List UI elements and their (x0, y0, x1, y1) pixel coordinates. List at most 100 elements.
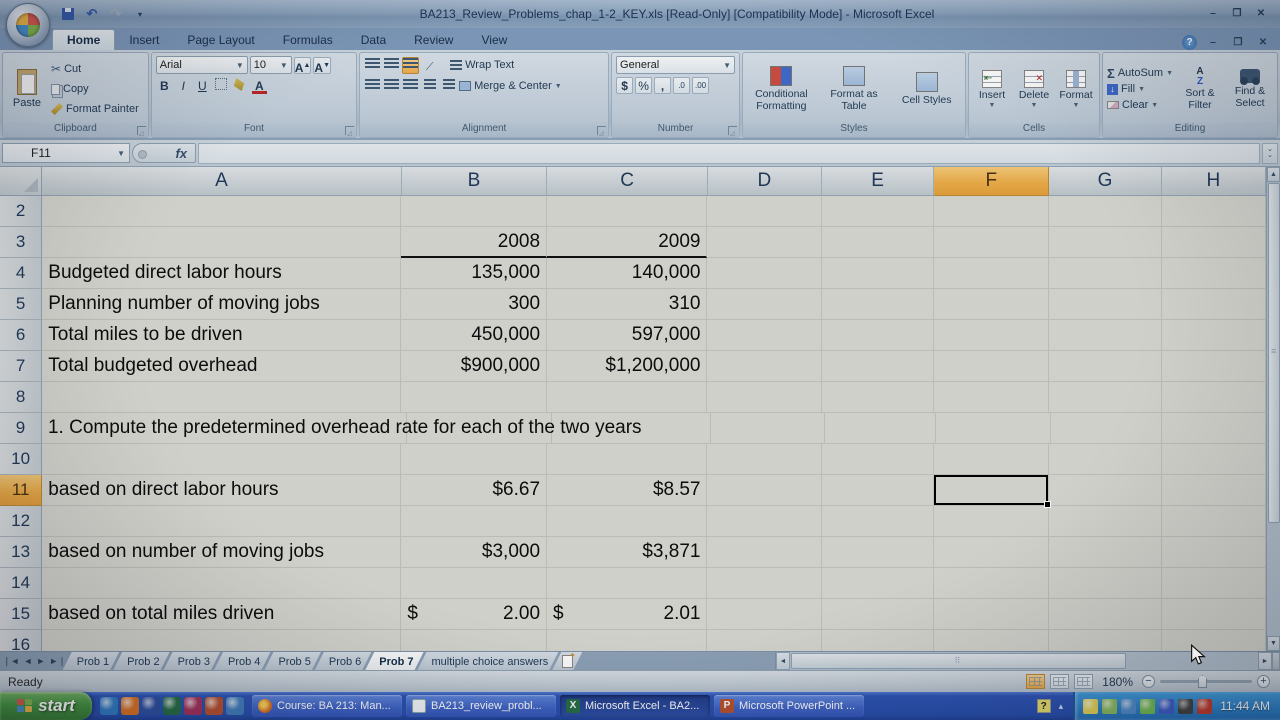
find-select-button[interactable]: Find & Select (1227, 56, 1273, 122)
increase-decimal-button[interactable]: .0 (673, 77, 691, 94)
cell-B6[interactable]: 450,000 (401, 320, 548, 351)
cell-C16[interactable] (547, 630, 708, 651)
fill-button[interactable]: ↓ Fill ▼ (1107, 82, 1173, 97)
tab-formulas[interactable]: Formulas (282, 33, 333, 47)
cell-E11[interactable] (821, 475, 935, 506)
tray-app-5-icon[interactable] (1159, 698, 1175, 714)
cell-A16[interactable] (42, 630, 402, 651)
scroll-up-arrow-icon[interactable]: ▲ (1267, 167, 1280, 182)
cell-C4[interactable]: 140,000 (547, 258, 708, 289)
taskbar-button-microsoft-powerpoint[interactable]: Microsoft PowerPoint ... (714, 695, 864, 717)
tab-view[interactable]: View (481, 33, 508, 47)
delete-cells-button[interactable]: Delete▼ (1015, 56, 1053, 122)
cell-F16[interactable] (934, 630, 1050, 651)
cell-G7[interactable] (1049, 351, 1162, 382)
cell-E15[interactable] (821, 599, 935, 630)
cell-F7[interactable] (934, 351, 1050, 382)
cell-E13[interactable] (821, 537, 935, 568)
cell-F2[interactable] (934, 196, 1050, 227)
scroll-right-arrow-icon[interactable]: ► (1258, 652, 1272, 670)
row-header-7[interactable]: 7 (0, 351, 43, 382)
row-header-6[interactable]: 6 (0, 320, 43, 351)
restore-button[interactable]: ❐ (1232, 8, 1242, 19)
column-header-g[interactable]: G (1049, 167, 1162, 196)
row-header-13[interactable]: 13 (0, 537, 43, 568)
cell-D4[interactable] (707, 258, 822, 289)
cell-H14[interactable] (1161, 568, 1266, 599)
cell-G5[interactable] (1049, 289, 1162, 320)
cell-A10[interactable] (42, 444, 402, 475)
sheet-tab-prob-2[interactable]: Prob 2 (113, 652, 169, 670)
font-color-button[interactable]: A (251, 77, 268, 94)
row-header-15[interactable]: 15 (0, 599, 43, 630)
copy-button[interactable]: Copy (51, 80, 139, 98)
cell-G13[interactable] (1049, 537, 1162, 568)
tray-app-4-icon[interactable] (1140, 698, 1156, 714)
cell-F6[interactable] (934, 320, 1050, 351)
workbook-minimize-button[interactable]: – (1210, 36, 1216, 48)
cell-A9[interactable]: 1. Compute the predetermined overhead ra… (41, 413, 642, 444)
insert-cells-button[interactable]: Insert▼ (973, 56, 1011, 122)
undo-button[interactable]: ↶ (82, 5, 102, 23)
row-header-3[interactable]: 3 (0, 227, 43, 258)
cell-B16[interactable] (401, 630, 548, 651)
top-align-button[interactable] (364, 57, 381, 74)
cell-C5[interactable]: 310 (547, 289, 708, 320)
cell-C7[interactable]: $1,200,000 (547, 351, 708, 382)
cell-H5[interactable] (1161, 289, 1266, 320)
zoom-out-button[interactable]: − (1142, 675, 1155, 688)
page-break-view-button[interactable] (1074, 674, 1094, 689)
align-center-button[interactable] (383, 78, 400, 95)
fill-color-button[interactable] (232, 77, 249, 94)
cell-D11[interactable] (707, 475, 822, 506)
cell-E3[interactable] (821, 227, 935, 258)
decrease-indent-button[interactable] (421, 78, 438, 95)
tray-app-2-icon[interactable] (1102, 698, 1118, 714)
increase-indent-button[interactable] (440, 78, 457, 95)
cell-A4[interactable]: Budgeted direct labor hours (42, 258, 402, 289)
alignment-dialog-launcher[interactable] (597, 126, 607, 141)
taskbar-button-course-ba-213-man[interactable]: Course: BA 213: Man... (252, 695, 402, 717)
cell-C12[interactable] (547, 506, 708, 537)
cell-B3[interactable]: 2008 (401, 227, 548, 258)
cell-D16[interactable] (707, 630, 822, 651)
customize-qat-button[interactable]: ▾ (137, 9, 142, 19)
cell-D8[interactable] (707, 382, 822, 413)
row-header-11[interactable]: 11 (0, 475, 43, 506)
cell-D2[interactable] (707, 196, 822, 227)
insert-worksheet-tab[interactable] (552, 652, 582, 670)
cell-G16[interactable] (1049, 630, 1162, 651)
cell-H15[interactable] (1161, 599, 1266, 630)
merge-center-button[interactable]: Merge & Center ▼ (459, 77, 562, 95)
firefox-icon[interactable] (121, 697, 139, 715)
outlook-icon[interactable] (226, 697, 244, 715)
cell-G9[interactable] (1050, 413, 1163, 444)
cell-G15[interactable] (1049, 599, 1162, 630)
sheet-tab-prob-5[interactable]: Prob 5 (264, 652, 320, 670)
cell-H4[interactable] (1161, 258, 1266, 289)
cell-H16[interactable] (1162, 630, 1266, 651)
sheet-tab-prob-3[interactable]: Prob 3 (164, 652, 220, 670)
select-all-corner[interactable] (0, 167, 43, 196)
column-header-e[interactable]: E (822, 167, 935, 196)
tab-review[interactable]: Review (414, 33, 454, 47)
column-header-a[interactable]: A (42, 167, 402, 196)
border-button[interactable] (213, 77, 230, 94)
format-painter-button[interactable]: Format Painter (51, 100, 139, 118)
cell-G11[interactable] (1049, 475, 1162, 506)
column-header-d[interactable]: D (707, 167, 823, 196)
cell-F4[interactable] (934, 258, 1050, 289)
zoom-slider[interactable] (1160, 675, 1252, 688)
last-sheet-button[interactable]: ►❘ (49, 655, 66, 666)
middle-align-button[interactable] (383, 57, 400, 74)
cell-A13[interactable]: based on number of moving jobs (42, 537, 402, 568)
start-button[interactable]: start (0, 692, 92, 720)
normal-view-button[interactable] (1026, 674, 1046, 689)
cell-H6[interactable] (1161, 320, 1266, 351)
align-right-button[interactable] (402, 78, 419, 95)
tab-data[interactable]: Data (360, 33, 387, 47)
cell-B4[interactable]: 135,000 (401, 258, 548, 289)
comma-button[interactable]: , (654, 77, 672, 94)
sheet-tab-prob-1[interactable]: Prob 1 (63, 652, 119, 670)
zoom-level[interactable]: 180% (1102, 674, 1133, 689)
